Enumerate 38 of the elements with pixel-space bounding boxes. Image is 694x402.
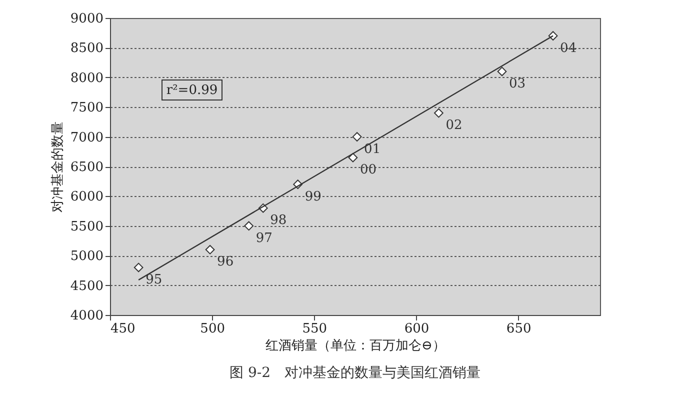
annotation: 96 — [217, 254, 234, 270]
y-tick-label: 9000 — [70, 12, 104, 26]
x-tick-label: 450 — [110, 322, 136, 336]
point — [244, 221, 254, 231]
point — [548, 31, 558, 41]
y-tick-label: 8500 — [70, 41, 104, 56]
annotation: 02 — [446, 118, 462, 134]
point — [205, 244, 215, 254]
annotation: r²=0.99 — [166, 83, 218, 98]
annotation: 00 — [360, 162, 377, 178]
y-axis-title: 对冲基金的数量 — [50, 122, 66, 212]
y-tick-label: 7000 — [70, 130, 104, 146]
point — [352, 132, 362, 142]
annotation: 98 — [270, 213, 287, 228]
point — [134, 262, 144, 272]
y-tick-label: 6000 — [70, 190, 104, 205]
y-tick-label: 4500 — [70, 278, 104, 294]
annotation: 97 — [256, 230, 272, 246]
x-tick-label: 650 — [506, 322, 532, 336]
y-tick-label: 4000 — [70, 308, 104, 324]
y-tick-label: 6500 — [70, 160, 104, 175]
y-tick-label: 5500 — [70, 219, 104, 234]
y-tick-label: 7500 — [70, 100, 104, 116]
y-tick-label: 5000 — [70, 249, 104, 264]
x-tick-label: 550 — [302, 322, 328, 336]
y-tick-label: 8000 — [70, 70, 104, 86]
x-axis-title: 红酒销量（单位：百万加仑⊖） — [266, 338, 446, 354]
x-tick-label: 500 — [200, 322, 225, 336]
text: 图 9-2 对冲基金的数量与美国红酒销量 — [230, 365, 480, 381]
annotation: 95 — [146, 272, 162, 288]
x-tick-label: 600 — [404, 322, 430, 336]
annotation: 03 — [509, 76, 526, 92]
annotation: 04 — [560, 40, 577, 56]
point — [348, 152, 358, 162]
point — [497, 66, 507, 76]
annotation: 01 — [364, 142, 381, 157]
annotation: 99 — [304, 189, 322, 204]
point — [434, 108, 444, 118]
